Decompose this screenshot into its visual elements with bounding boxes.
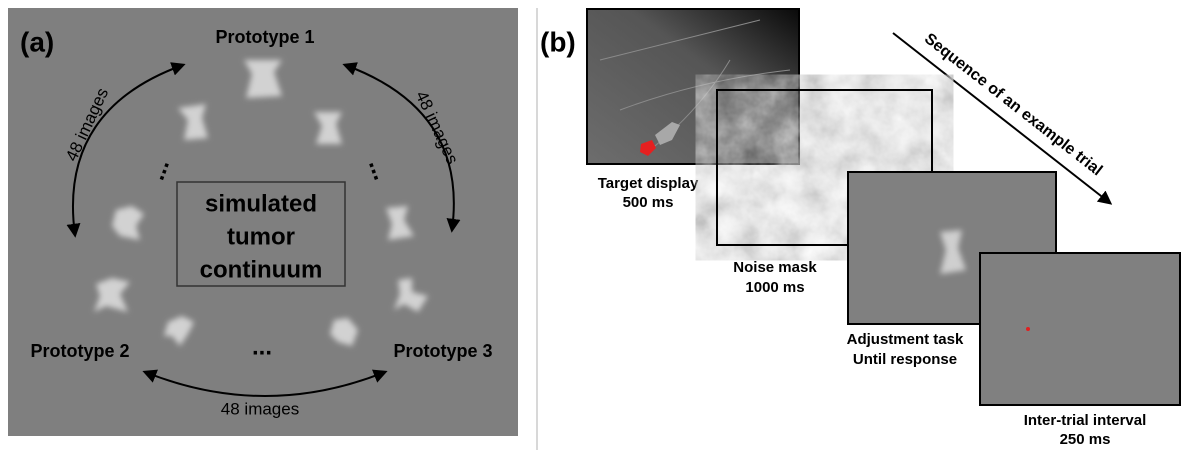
frame-duration: 500 ms [623, 194, 674, 211]
arc-label: 48 images [221, 399, 299, 418]
frame-duration: 250 ms [1060, 431, 1111, 448]
ellipsis: ... [252, 333, 272, 360]
prototype-label: Prototype 1 [215, 27, 314, 47]
panel-label: (b) [540, 26, 576, 57]
prototype-label: Prototype 3 [393, 341, 492, 361]
center-label: simulated [205, 190, 317, 217]
center-label: continuum [200, 256, 323, 283]
inter-trial-frame [980, 253, 1180, 405]
prototype-label: Prototype 2 [30, 341, 129, 361]
center-label: tumor [227, 223, 295, 250]
frame-duration: 1000 ms [745, 279, 804, 296]
sequence-label: Sequence of an example trial [921, 30, 1105, 179]
fixation-dot [1026, 327, 1030, 331]
frame-name: Target display [598, 175, 699, 192]
frame-duration: Until response [853, 351, 957, 368]
figure: (a) Prototype 1 Prototype 2 Prototype 3 … [0, 0, 1184, 453]
panel-a: (a) Prototype 1 Prototype 2 Prototype 3 … [8, 8, 518, 436]
frame-name: Adjustment task [847, 331, 964, 348]
frame-name: Inter-trial interval [1024, 412, 1147, 429]
frame-name: Noise mask [733, 259, 817, 276]
panel-label: (a) [20, 26, 54, 57]
panel-b: (b) Sequence of an example trial Target … [540, 9, 1180, 448]
